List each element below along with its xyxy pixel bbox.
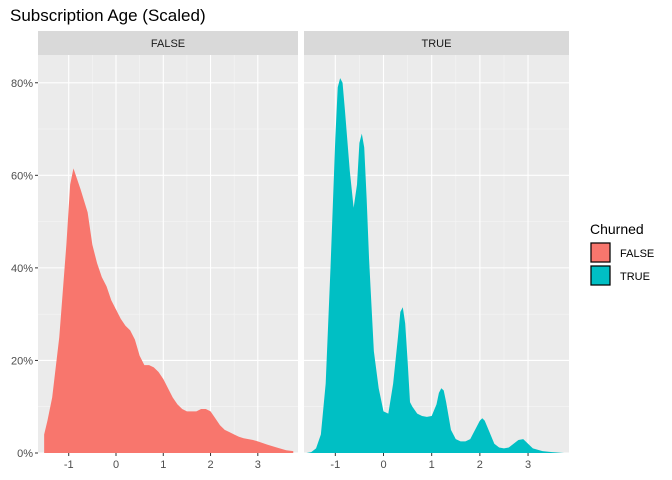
y-tick-label: 0%: [17, 448, 33, 460]
y-tick-label: 20%: [11, 355, 33, 367]
strip-label: TRUE: [422, 38, 452, 50]
legend-key-false: [590, 242, 611, 263]
legend-label-false: FALSE: [620, 248, 654, 260]
y-axis: 0% 20% 40% 60% 80%: [11, 78, 38, 460]
legend-key-true: [590, 265, 611, 286]
strip-true: [304, 31, 569, 55]
x-tick-label: 1: [160, 459, 166, 471]
x-tick-label: 2: [207, 459, 213, 471]
x-tick-label: -1: [330, 459, 340, 471]
panels: FALSE -1 0 1 2 3 TRUE -1 0 1 2 3: [38, 31, 569, 471]
panel-false: FALSE -1 0 1 2 3: [38, 31, 298, 471]
x-tick-label: 3: [255, 459, 261, 471]
x-tick-label: -1: [64, 459, 74, 471]
x-tick-label: 1: [429, 459, 435, 471]
legend: Churned FALSE TRUE: [590, 221, 654, 286]
x-tick-label: 2: [477, 459, 483, 471]
density-area-false: [44, 168, 294, 453]
strip-false: [38, 31, 298, 55]
legend-title: Churned: [590, 221, 644, 237]
panel-true: TRUE -1 0 1 2 3: [304, 31, 569, 471]
strip-label: FALSE: [151, 38, 185, 50]
chart-title: Subscription Age (Scaled): [10, 6, 206, 25]
y-tick-label: 60%: [11, 170, 33, 182]
density-area-true: [306, 78, 565, 453]
y-tick-label: 80%: [11, 78, 33, 90]
x-tick-label: 0: [113, 459, 119, 471]
x-tick-label: 0: [380, 459, 386, 471]
y-tick-label: 40%: [11, 263, 33, 275]
legend-label-true: TRUE: [620, 271, 650, 283]
x-tick-label: 3: [525, 459, 531, 471]
